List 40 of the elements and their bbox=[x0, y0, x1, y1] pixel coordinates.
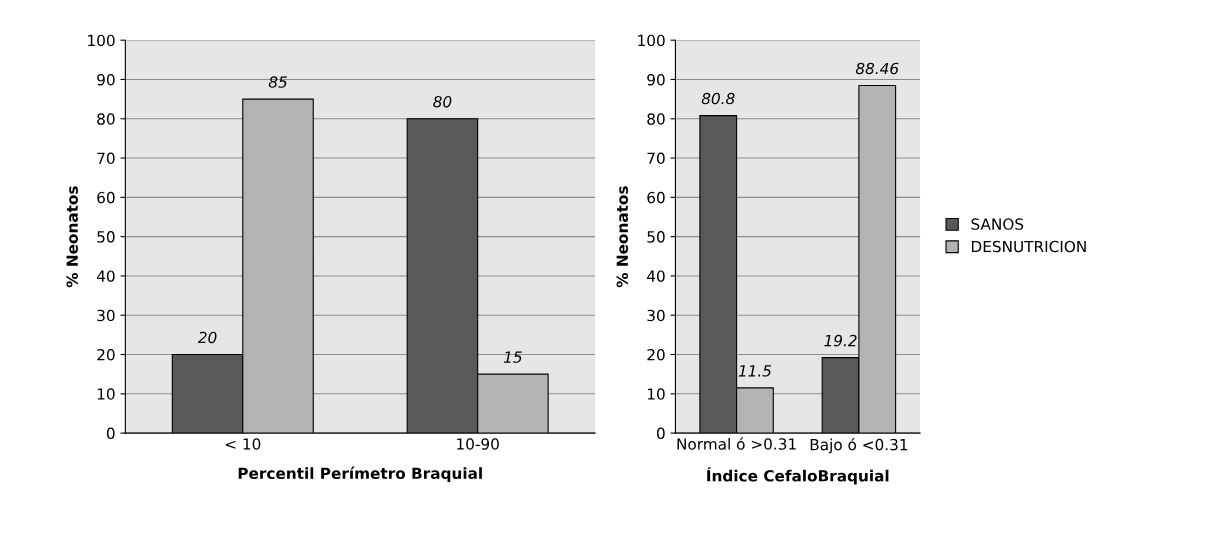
y-tick-label: 0 bbox=[657, 427, 665, 440]
x-tick-label: < 10 bbox=[225, 438, 261, 450]
y-tick-label: 80 bbox=[647, 113, 665, 125]
x-tick-label: Normal ó >0.31 bbox=[677, 437, 796, 450]
y-tick-label: 70 bbox=[97, 152, 115, 165]
legend-label: SANOS bbox=[971, 218, 1024, 230]
data-label: 20 bbox=[197, 331, 217, 344]
y-tick-label: 0 bbox=[106, 427, 115, 440]
x-axis-title: Percentil Perímetro Braquial bbox=[238, 466, 482, 483]
y-tick-label: 90 bbox=[97, 73, 115, 86]
y-tick-label: 50 bbox=[647, 231, 665, 243]
y-tick-label: 10 bbox=[97, 388, 115, 400]
y-tick-label: 80 bbox=[97, 113, 115, 125]
x-tick-label: Bajo ó <0.31 bbox=[810, 437, 908, 454]
y-tick-label: 40 bbox=[96, 270, 115, 282]
x-axis-title: Índice CefaloBraquial bbox=[707, 467, 889, 485]
data-label: 11.5 bbox=[738, 365, 772, 377]
data-label: 15 bbox=[503, 351, 522, 363]
y-tick-label: 20 bbox=[647, 348, 665, 361]
y-tick-label: 20 bbox=[97, 348, 115, 361]
y-tick-label: 30 bbox=[97, 309, 115, 322]
y-tick-label: 60 bbox=[647, 191, 665, 204]
y-tick-label: 60 bbox=[97, 191, 115, 204]
y-axis-title: % Neonatos bbox=[66, 186, 78, 288]
y-tick-label: 100 bbox=[88, 34, 115, 47]
data-label: 88.46 bbox=[855, 62, 899, 75]
y-tick-label: 90 bbox=[647, 73, 665, 86]
data-label: 80.8 bbox=[701, 92, 735, 105]
y-tick-label: 100 bbox=[638, 34, 665, 47]
data-label: 19.2 bbox=[824, 334, 857, 347]
y-tick-label: 50 bbox=[97, 231, 115, 243]
legend-label: DESNUTRICION bbox=[971, 240, 1086, 253]
x-tick-label: 10-90 bbox=[457, 438, 499, 450]
y-tick-label: 30 bbox=[647, 309, 665, 322]
data-label: 80 bbox=[433, 95, 452, 108]
data-label: 85 bbox=[268, 76, 287, 88]
y-tick-label: 40 bbox=[647, 270, 665, 282]
y-tick-label: 10 bbox=[647, 388, 665, 400]
y-tick-label: 70 bbox=[647, 152, 665, 165]
y-axis-title: % Neonatos bbox=[616, 186, 629, 288]
